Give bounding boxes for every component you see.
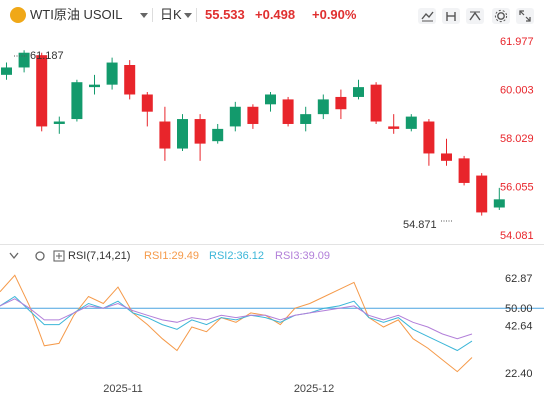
- indicator-icon[interactable]: [442, 8, 460, 24]
- rsi-toolbar: [9, 250, 65, 262]
- candle-body[interactable]: [53, 121, 65, 124]
- candle-body[interactable]: [388, 126, 400, 129]
- candle-body[interactable]: [265, 94, 276, 105]
- candle-body[interactable]: [229, 106, 241, 127]
- candle-body[interactable]: [1, 67, 12, 75]
- rsi-axis-tick: 62.87: [505, 273, 533, 285]
- price-change-percent: +0.90%: [312, 7, 357, 22]
- rsi-series-line-3: [0, 298, 473, 340]
- min-price-label: 54.871: [403, 219, 437, 231]
- instrument-symbol: USOIL: [83, 7, 123, 22]
- instrument-name: WTI原油: [30, 7, 80, 22]
- candle-body[interactable]: [124, 65, 136, 95]
- indicator-settings-icon[interactable]: [35, 251, 45, 261]
- compare-icon[interactable]: [466, 8, 484, 24]
- rsi-axis-tick: 22.40: [505, 368, 533, 380]
- candle-body[interactable]: [476, 175, 488, 213]
- header-divider-2: [196, 8, 197, 22]
- candlestick-chart[interactable]: 61.977 60.003 58.029 56.055 54.081 61.187 54…: [0, 30, 544, 245]
- rsi-series-line-2: [0, 295, 473, 352]
- rsi-axis-tick: 50.00: [505, 303, 533, 315]
- rsi-title[interactable]: RSI(7,14,21): [68, 250, 131, 262]
- candle-body[interactable]: [405, 116, 417, 129]
- candle-body[interactable]: [212, 128, 224, 142]
- candle-body[interactable]: [458, 158, 470, 183]
- candle-body[interactable]: [89, 84, 100, 88]
- candle-body[interactable]: [106, 62, 118, 85]
- price-axis-tick: 54.081: [500, 230, 534, 242]
- rsi-series-line-1: [0, 274, 473, 373]
- candle-body[interactable]: [71, 82, 83, 120]
- rsi3-value: RSI3:39.09: [275, 250, 331, 262]
- symbol-title[interactable]: WTI原油 USOIL: [30, 7, 122, 23]
- candle-body[interactable]: [353, 87, 364, 97]
- candle-body[interactable]: [141, 94, 153, 112]
- price-axis-tick: 56.055: [500, 182, 534, 194]
- price-axis-tick: 60.003: [500, 85, 534, 97]
- rsi1-value: RSI1:29.49: [144, 250, 200, 262]
- collapse-chevron-icon[interactable]: [9, 252, 19, 260]
- rsi2-value: RSI2:36.12: [209, 250, 265, 262]
- candle-body[interactable]: [177, 119, 188, 149]
- settings-icon[interactable]: [492, 8, 510, 24]
- candle-body[interactable]: [36, 55, 48, 127]
- candle-body[interactable]: [335, 96, 347, 110]
- symbol-dropdown-icon[interactable]: [140, 13, 148, 18]
- candle-body[interactable]: [493, 199, 505, 208]
- rsi-axis-tick: 42.64: [505, 320, 533, 332]
- last-price: 55.533: [205, 7, 245, 22]
- candle-body[interactable]: [441, 153, 452, 161]
- max-price-label: 61.187: [30, 50, 64, 62]
- candle-body[interactable]: [247, 106, 259, 124]
- candle-body[interactable]: [370, 84, 382, 122]
- date-axis-tick: 2025-12: [294, 383, 334, 395]
- candle-body[interactable]: [18, 52, 30, 68]
- oil-logo-icon: [10, 7, 26, 23]
- candle-body[interactable]: [194, 119, 206, 144]
- price-change: +0.498: [255, 7, 296, 22]
- candle-body[interactable]: [300, 114, 312, 124]
- chart-header: WTI原油 USOIL 日K 55.533 +0.498 +0.90%: [0, 0, 544, 30]
- header-divider: [152, 8, 153, 22]
- candle-body[interactable]: [159, 121, 171, 149]
- fullscreen-icon[interactable]: [516, 8, 534, 24]
- price-axis-tick: 58.029: [500, 133, 534, 145]
- draw-line-icon[interactable]: [418, 8, 436, 24]
- indicator-toggle-icon[interactable]: [53, 250, 65, 262]
- period-dropdown-icon[interactable]: [184, 13, 192, 18]
- candle-body[interactable]: [423, 121, 435, 154]
- candle-body[interactable]: [317, 99, 329, 115]
- date-axis-tick: 2025-11: [103, 383, 143, 395]
- candle-body[interactable]: [282, 99, 294, 124]
- price-axis-tick: 61.977: [500, 36, 534, 48]
- period-selector[interactable]: 日K: [160, 7, 182, 22]
- rsi-chart[interactable]: 62.87 50.00 42.64 22.40 2025-11 2025-12: [0, 245, 544, 402]
